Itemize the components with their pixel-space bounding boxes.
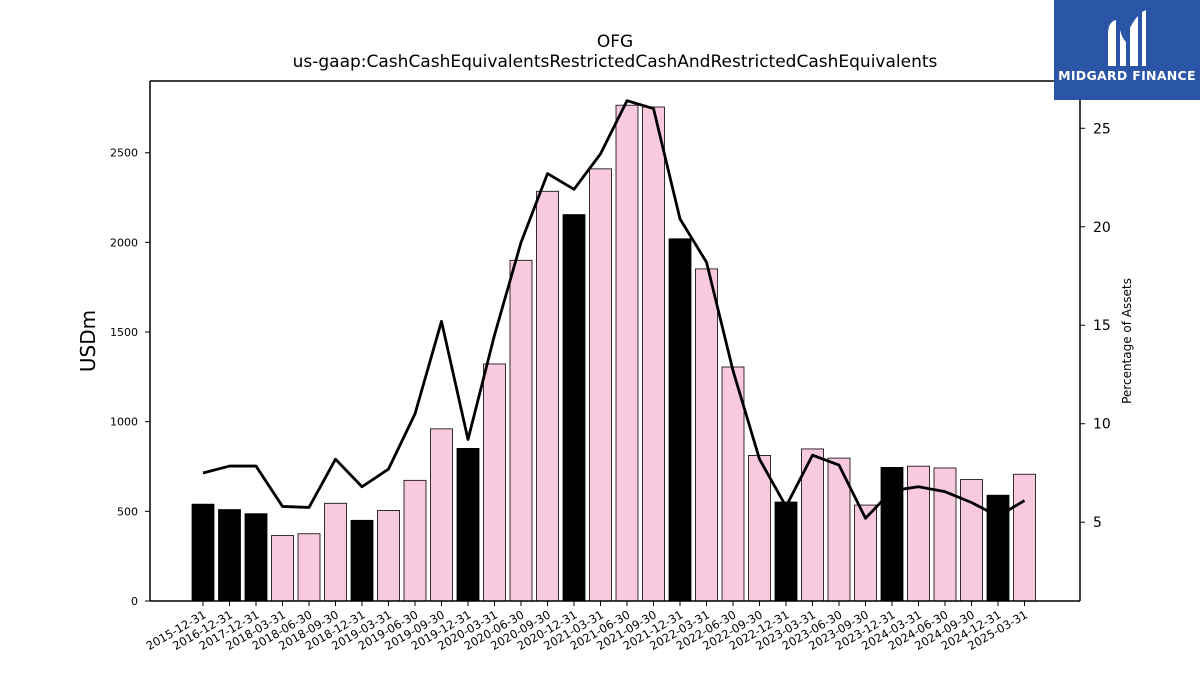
logo-text: MIDGARD FINANCE <box>1058 68 1196 83</box>
y-tick-label: 1500 <box>110 326 138 339</box>
bar <box>297 533 321 602</box>
y2-tick-label: 15 <box>1093 318 1111 334</box>
bar <box>1013 473 1036 602</box>
bar <box>695 268 718 602</box>
y-tick-label: 2500 <box>110 147 138 160</box>
bar <box>960 479 983 602</box>
y2-axis-label: Percentage of Assets <box>1120 278 1134 404</box>
y2-tick-label: 10 <box>1093 417 1111 433</box>
bar <box>880 467 904 602</box>
y-tick-label: 2000 <box>110 236 138 249</box>
bar <box>244 513 268 602</box>
bar <box>483 363 506 602</box>
bar <box>430 428 453 602</box>
chart-title: OFG <box>596 32 634 52</box>
chart-subtitle: us-gaap:CashCashEquivalentsRestrictedCas… <box>292 52 938 72</box>
bar <box>536 190 559 602</box>
y2-tick-label: 25 <box>1093 121 1111 137</box>
bar <box>774 501 798 602</box>
bar <box>218 509 241 602</box>
y-tick-label: 500 <box>117 505 138 518</box>
bar <box>933 467 957 602</box>
bar <box>271 535 294 602</box>
bar <box>721 366 745 602</box>
bar <box>562 214 586 602</box>
bar <box>668 238 692 602</box>
y-axis-label: USDm <box>76 310 100 372</box>
midgard-finance-logo: MIDGARD FINANCE <box>1054 0 1200 100</box>
y-tick-label: 1000 <box>110 416 138 429</box>
percentage-line <box>202 99 1026 520</box>
bar <box>748 454 771 602</box>
bar <box>456 448 480 602</box>
bar <box>377 510 400 602</box>
bar <box>615 104 639 602</box>
bar <box>509 259 533 602</box>
bar <box>589 168 612 602</box>
y2-tick-label: 20 <box>1093 220 1111 236</box>
logo-mark-icon <box>1108 10 1146 66</box>
bar <box>403 479 427 602</box>
bar <box>642 106 665 602</box>
y2-tick-label: 5 <box>1093 515 1102 531</box>
bar <box>324 502 347 602</box>
bar <box>350 519 374 602</box>
y-tick-label: 0 <box>131 595 138 608</box>
bar <box>191 503 215 602</box>
